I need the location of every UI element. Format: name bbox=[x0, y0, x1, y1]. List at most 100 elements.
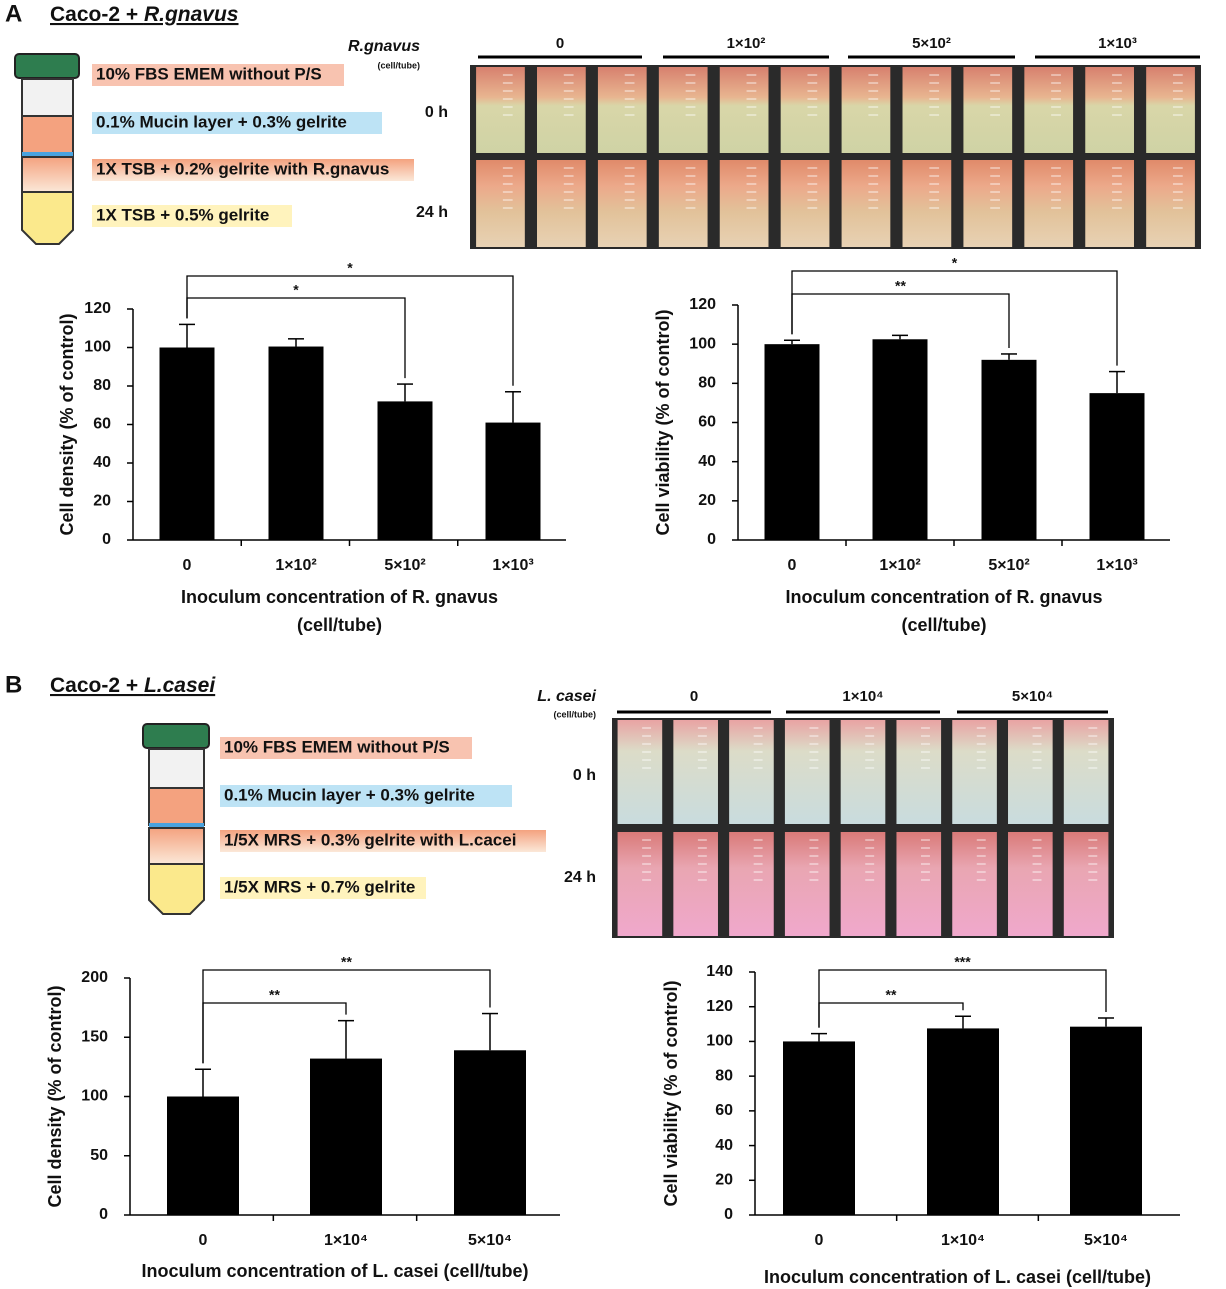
significance-label: ** bbox=[341, 954, 352, 970]
tube-photo bbox=[729, 832, 774, 936]
bar bbox=[783, 1041, 855, 1215]
x-axis-label: Inoculum concentration of R. gnavus bbox=[181, 587, 498, 607]
y-axis-label: Cell viability (% of control) bbox=[653, 309, 673, 535]
tube-photo bbox=[784, 720, 830, 824]
panel-title: Caco-2 + R.gnavus bbox=[50, 3, 239, 26]
y-tick-label: 100 bbox=[689, 335, 716, 352]
layer-label: 1X TSB + 0.5% gelrite bbox=[96, 205, 269, 224]
layer-swatch bbox=[220, 877, 426, 899]
y-tick-label: 150 bbox=[81, 1028, 108, 1045]
tube-photo bbox=[780, 67, 830, 153]
y-tick-label: 100 bbox=[706, 1033, 733, 1050]
tube-photo bbox=[658, 160, 708, 247]
tube-photo bbox=[1085, 67, 1134, 153]
x-tick-label: 5×10² bbox=[384, 557, 425, 574]
tube-photo bbox=[617, 832, 663, 936]
layer-label: 1/5X MRS + 0.7% gelrite bbox=[224, 877, 415, 896]
significance-label: ** bbox=[895, 278, 906, 294]
tube-photo bbox=[1024, 67, 1074, 153]
y-axis-label: Cell density (% of control) bbox=[57, 313, 77, 535]
tube-photo bbox=[1146, 160, 1195, 247]
significance-bracket bbox=[791, 270, 1118, 366]
tube-photo bbox=[1063, 832, 1109, 936]
tube-photo bbox=[840, 720, 886, 824]
significance-label: * bbox=[347, 260, 353, 276]
panel-title-text: Caco-2 + bbox=[50, 3, 144, 26]
panel-title-text: Caco-2 + bbox=[50, 674, 144, 697]
layer-label: 0.1% Mucin layer + 0.3% gelrite bbox=[96, 112, 347, 131]
x-tick-label: 1×10² bbox=[879, 557, 920, 574]
tube-photo bbox=[658, 67, 708, 153]
tube-photo bbox=[780, 160, 830, 247]
significance-label: ** bbox=[269, 987, 280, 1003]
tube-photo bbox=[840, 832, 886, 936]
y-tick-label: 40 bbox=[715, 1137, 733, 1154]
panel-label: A bbox=[5, 0, 22, 27]
y-tick-label: 140 bbox=[706, 963, 733, 980]
layer-swatch bbox=[92, 159, 414, 181]
time-label: 24 h bbox=[416, 204, 448, 221]
tube-photo bbox=[902, 67, 952, 153]
tube-photo bbox=[1146, 67, 1195, 153]
layer-label: 10% FBS EMEM without P/S bbox=[224, 737, 450, 756]
bar bbox=[872, 339, 928, 540]
layer-swatch bbox=[220, 785, 512, 807]
y-tick-label: 20 bbox=[715, 1172, 733, 1189]
bar bbox=[159, 347, 215, 540]
tube-photo bbox=[597, 160, 647, 247]
significance-label: *** bbox=[954, 954, 971, 970]
tube-photo bbox=[476, 67, 525, 153]
tube-photo bbox=[841, 160, 891, 247]
x-tick-label: 1×10² bbox=[275, 557, 316, 574]
significance-label: ** bbox=[886, 987, 897, 1003]
layer-swatch bbox=[92, 205, 292, 227]
significance-label: * bbox=[293, 282, 299, 298]
y-tick-label: 100 bbox=[84, 339, 111, 356]
y-tick-label: 80 bbox=[93, 377, 111, 394]
x-tick-label: 0 bbox=[815, 1232, 824, 1249]
tube-diagram bbox=[142, 723, 210, 915]
bar bbox=[981, 359, 1037, 540]
tube-photo bbox=[963, 67, 1013, 153]
tube-photo bbox=[617, 720, 663, 824]
x-tick-label: 1×10⁴ bbox=[324, 1232, 368, 1249]
y-tick-label: 60 bbox=[698, 414, 716, 431]
significance-bracket bbox=[202, 969, 491, 1064]
organism-label: L. casei bbox=[537, 688, 596, 705]
y-tick-label: 40 bbox=[93, 454, 111, 471]
significance-bracket bbox=[202, 1002, 347, 1064]
layer-label: 10% FBS EMEM without P/S bbox=[96, 64, 322, 83]
tube-photo bbox=[1063, 720, 1109, 824]
y-axis-label: Cell viability (% of control) bbox=[661, 980, 681, 1206]
layer-swatch bbox=[220, 830, 546, 852]
significance-label: * bbox=[952, 255, 958, 271]
y-tick-label: 20 bbox=[93, 493, 111, 510]
x-tick-label: 0 bbox=[199, 1232, 208, 1249]
bar bbox=[268, 346, 324, 540]
bar bbox=[485, 422, 541, 540]
y-axis-label: Cell density (% of control) bbox=[45, 985, 65, 1207]
y-tick-label: 0 bbox=[724, 1206, 733, 1223]
unit-label: (cell/tube) bbox=[553, 709, 596, 719]
tube-photo bbox=[1008, 720, 1053, 824]
group-label: 5×10⁴ bbox=[1012, 688, 1053, 705]
y-tick-label: 120 bbox=[689, 296, 716, 313]
time-label: 24 h bbox=[564, 869, 596, 886]
group-label: 0 bbox=[556, 35, 564, 52]
panel-title: Caco-2 + L.casei bbox=[50, 674, 216, 697]
tube-photo bbox=[952, 832, 997, 936]
y-tick-label: 120 bbox=[84, 300, 111, 317]
layer-swatch bbox=[220, 737, 472, 759]
tube-photo bbox=[1008, 832, 1053, 936]
y-tick-label: 120 bbox=[706, 998, 733, 1015]
tube-photo bbox=[1085, 160, 1134, 247]
tube-photo bbox=[784, 832, 830, 936]
organism-label: R.gnavus bbox=[348, 38, 420, 55]
y-tick-label: 40 bbox=[698, 453, 716, 470]
bar bbox=[310, 1058, 382, 1215]
tube-photo bbox=[963, 160, 1013, 247]
tube-photo bbox=[1024, 160, 1074, 247]
y-tick-label: 100 bbox=[81, 1088, 108, 1105]
photo-bg bbox=[470, 65, 1201, 249]
group-label: 1×10³ bbox=[1098, 35, 1137, 52]
